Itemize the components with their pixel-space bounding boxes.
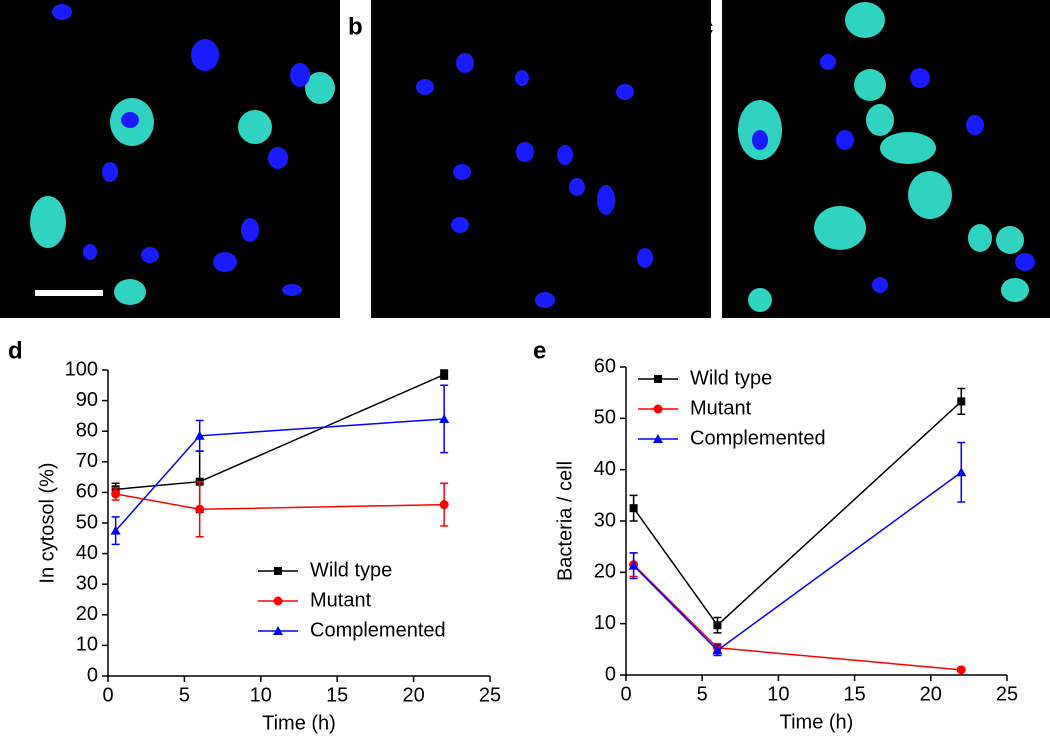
y-tick-label: 70	[76, 450, 98, 472]
x-tick-label: 10	[767, 683, 789, 705]
x-tick-label: 25	[479, 684, 501, 706]
panel-label: b	[348, 13, 363, 40]
y-tick-label: 20	[594, 561, 616, 583]
y-tick-label: 10	[594, 612, 616, 634]
y-axis-label: Bacteria / cell	[554, 461, 576, 581]
marker	[274, 567, 282, 575]
y-tick-label: 100	[65, 358, 98, 380]
series-line	[115, 418, 445, 532]
series-line	[115, 493, 445, 510]
x-tick-label: 0	[102, 684, 113, 706]
y-axis-label: In cytosol (%)	[36, 462, 58, 583]
micrograph-a	[0, 0, 340, 318]
y-tick-label: 50	[76, 511, 98, 533]
marker	[957, 397, 966, 406]
x-tick-label: 5	[179, 684, 190, 706]
panel-label: a	[8, 13, 22, 40]
x-axis-label: Time (h)	[262, 712, 336, 734]
x-tick-label: 15	[326, 684, 348, 706]
legend-label: Wild type	[690, 367, 772, 389]
marker	[273, 626, 283, 635]
legend-label: Wild type	[310, 559, 392, 581]
panel-label: c	[700, 13, 713, 40]
y-tick-label: 30	[76, 572, 98, 594]
y-tick-label: 50	[594, 407, 616, 429]
x-tick-label: 20	[920, 683, 942, 705]
series-line	[115, 373, 445, 491]
y-tick-label: 30	[594, 509, 616, 531]
y-tick-label: 60	[76, 481, 98, 503]
legend-label: Mutant	[690, 397, 752, 419]
y-tick-label: 90	[76, 389, 98, 411]
x-tick-label: 25	[996, 683, 1018, 705]
marker	[439, 413, 450, 423]
marker	[712, 645, 723, 655]
marker	[273, 596, 283, 606]
micrograph-c	[722, 0, 1050, 318]
marker	[956, 467, 967, 477]
marker	[713, 621, 722, 630]
marker	[194, 430, 205, 440]
legend-label: Complemented	[690, 427, 826, 449]
marker	[111, 489, 121, 499]
marker	[653, 404, 663, 414]
legend-label: Complemented	[310, 619, 446, 641]
x-tick-label: 15	[843, 683, 865, 705]
x-tick-label: 0	[620, 683, 631, 705]
marker	[110, 525, 121, 535]
marker	[439, 500, 449, 510]
panel-label: e	[533, 337, 546, 364]
y-tick-label: 0	[605, 663, 616, 685]
marker	[654, 375, 662, 383]
marker	[629, 504, 638, 513]
series-line	[633, 564, 962, 671]
x-axis-label: Time (h)	[780, 711, 854, 733]
y-tick-label: 40	[594, 458, 616, 480]
panel-label: d	[8, 337, 23, 364]
y-tick-label: 20	[76, 603, 98, 625]
y-tick-label: 40	[76, 542, 98, 564]
x-tick-label: 20	[402, 684, 424, 706]
marker	[956, 665, 966, 675]
marker	[653, 434, 663, 443]
y-tick-label: 60	[594, 355, 616, 377]
micrograph-b	[371, 0, 711, 318]
y-tick-label: 0	[87, 664, 98, 686]
y-tick-label: 80	[76, 419, 98, 441]
legend-label: Mutant	[310, 589, 372, 611]
series-line	[633, 471, 962, 652]
marker	[440, 370, 449, 379]
y-tick-label: 10	[76, 634, 98, 656]
x-tick-label: 10	[250, 684, 272, 706]
x-tick-label: 5	[697, 683, 708, 705]
marker	[628, 560, 639, 570]
marker	[195, 504, 205, 514]
